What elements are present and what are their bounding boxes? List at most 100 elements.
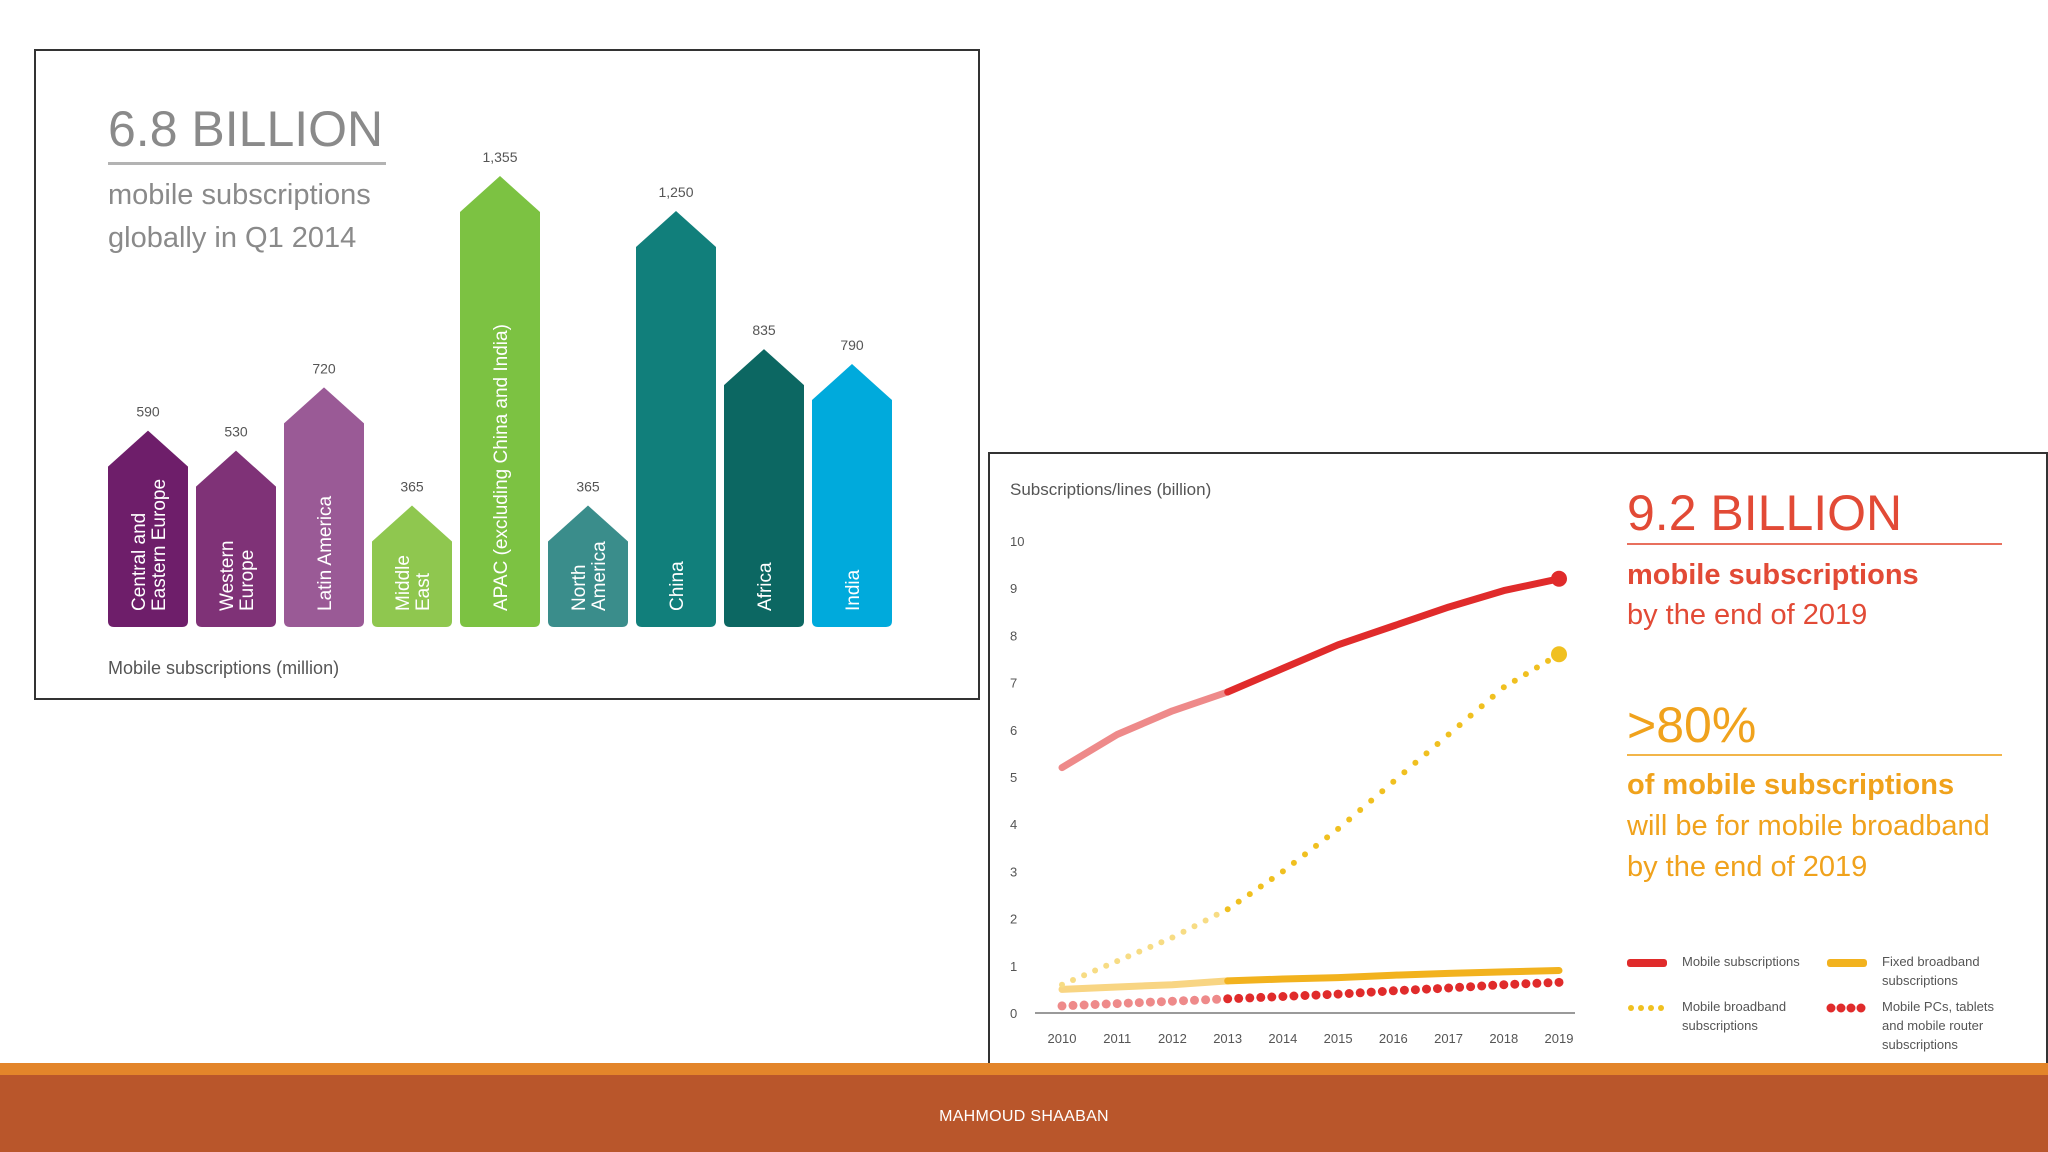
series-dot — [1377, 987, 1387, 996]
series-dot — [1134, 998, 1144, 1008]
series-dot — [1399, 985, 1409, 995]
bar-6 — [636, 210, 716, 627]
bar-3 — [372, 505, 452, 627]
title-underline — [108, 162, 386, 165]
x-tick-label: 2012 — [1158, 1031, 1187, 1046]
series-line-historical — [1058, 688, 1232, 772]
legend-swatch-dot — [1846, 1003, 1856, 1013]
series-dot — [1145, 997, 1155, 1007]
series-dot — [1191, 923, 1198, 930]
series-dot — [1267, 992, 1277, 1002]
callout-underline-2 — [1627, 754, 2002, 756]
y-tick-label: 5 — [1010, 770, 1017, 785]
series-dot — [1466, 982, 1476, 992]
x-tick-label: 2014 — [1268, 1031, 1297, 1046]
bar-0 — [108, 430, 188, 627]
bar-4 — [460, 176, 540, 627]
series-dot — [1456, 722, 1463, 729]
series-dot — [1478, 703, 1485, 710]
callout-big-number: 9.2 BILLION — [1627, 485, 1902, 541]
series-dot — [1278, 992, 1288, 1001]
series-dot — [1324, 834, 1331, 841]
series-endpoint — [1551, 570, 1567, 587]
legend-swatch-dot — [1648, 1005, 1654, 1011]
legend-label: subscriptions — [1882, 973, 1958, 988]
bar-value-label: 1,250 — [658, 184, 693, 200]
callout-pct-line3: by the end of 2019 — [1627, 851, 1867, 883]
series-dot — [1246, 891, 1253, 898]
legend-label: subscriptions — [1682, 1018, 1758, 1033]
bar-value-label: 590 — [136, 404, 160, 420]
bar-category-label: APAC (excluding China and India) — [491, 324, 512, 611]
series-dot — [1268, 876, 1275, 882]
series-dot — [1412, 759, 1419, 766]
y-tick-label: 6 — [1010, 723, 1017, 738]
series-dot — [1169, 934, 1176, 941]
bar-category-label: Middle — [393, 555, 414, 611]
series-dot — [1103, 962, 1110, 969]
series-dot — [1445, 731, 1452, 738]
series-dot — [1521, 979, 1531, 989]
bar-category-label: India — [843, 569, 864, 611]
series-dot — [1311, 990, 1321, 1000]
series-dot — [1123, 998, 1133, 1008]
series-dot — [1379, 788, 1386, 795]
series-dot — [1344, 989, 1354, 998]
legend-label: Mobile subscriptions — [1682, 954, 1800, 969]
bar-category-label: Western — [217, 541, 238, 611]
series-line-forecast — [1224, 967, 1563, 985]
bar-5 — [548, 505, 628, 627]
series-dot — [1114, 958, 1121, 965]
series-dot — [1302, 851, 1308, 858]
series-dot — [1322, 990, 1332, 1000]
series-dot — [1179, 996, 1188, 1006]
y-tick-label: 4 — [1010, 817, 1017, 832]
series-dot — [1433, 984, 1442, 994]
series-dot — [1545, 657, 1551, 664]
series-dot — [1256, 992, 1266, 1002]
series-dot — [1366, 987, 1376, 997]
series-line-forecast — [1224, 575, 1563, 696]
series-dot — [1180, 928, 1187, 935]
series-dot — [1081, 972, 1088, 979]
series-dot — [1190, 995, 1199, 1005]
series-dot — [1068, 1000, 1078, 1010]
legend-swatch — [1827, 959, 1867, 967]
chart-title: 6.8 BILLION — [108, 101, 383, 157]
legend-swatch — [1627, 959, 1667, 967]
series-dot — [1300, 991, 1310, 1000]
legend-label: subscriptions — [1882, 1037, 1958, 1052]
callout-pct-line2: will be for mobile broadband — [1626, 810, 1990, 842]
series-dot — [1136, 948, 1143, 955]
series-dot — [1070, 977, 1076, 983]
series-dot — [1401, 769, 1408, 776]
bar-value-label: 530 — [224, 424, 248, 440]
series-dot — [1477, 981, 1487, 991]
series-dot — [1499, 980, 1509, 990]
series-dot — [1489, 693, 1496, 700]
bar-value-label: 365 — [576, 479, 600, 495]
y-tick-label: 2 — [1010, 912, 1017, 927]
bar-category-label: Central and — [129, 513, 150, 611]
series-dot — [1488, 980, 1498, 990]
legend-label: Mobile broadband — [1682, 999, 1786, 1014]
series-dot — [1434, 741, 1441, 747]
series-dot — [1390, 778, 1397, 785]
series-dot — [1156, 997, 1166, 1007]
series-dot — [1059, 981, 1065, 988]
callout-percent: >80% — [1627, 697, 1756, 753]
subscription-forecast-panel: Subscriptions/lines (billion) 0 1 2 3 4 5 6 7 8 9… — [988, 452, 2048, 1078]
bar-category-label: China — [667, 561, 688, 611]
series-dot — [1533, 664, 1540, 671]
bar-7 — [724, 349, 804, 627]
y-axis-label: Subscriptions/lines (billion) — [1010, 480, 1211, 499]
legend-swatch-dot — [1658, 1005, 1664, 1011]
bar-category-label: Latin America — [315, 495, 336, 611]
x-tick-label: 2010 — [1048, 1031, 1077, 1046]
x-tick-label: 2017 — [1434, 1031, 1463, 1046]
series-dot — [1101, 999, 1111, 1009]
chart-subtitle-line1: mobile subscriptions — [108, 179, 371, 211]
series-dot — [1423, 750, 1430, 757]
series-dot — [1147, 943, 1154, 950]
legend-swatch-dot — [1836, 1003, 1846, 1013]
